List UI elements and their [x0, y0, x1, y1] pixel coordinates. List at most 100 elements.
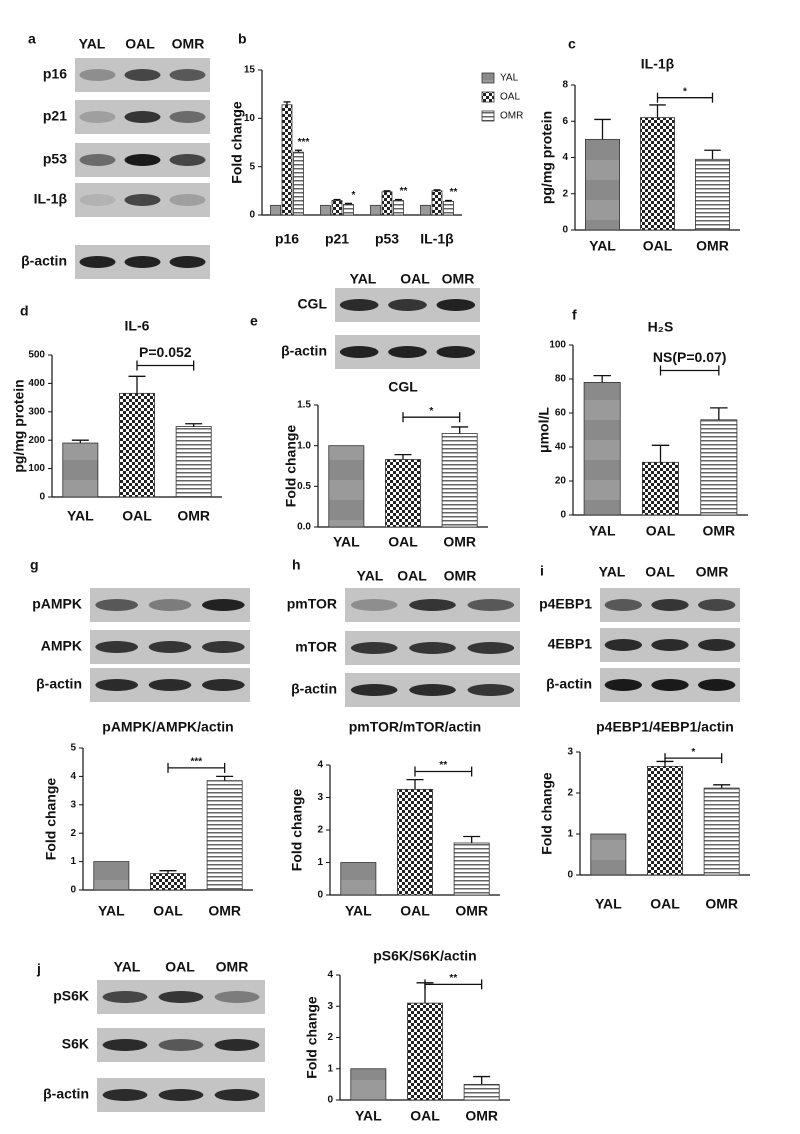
row-label: pmTOR: [287, 596, 337, 612]
blot-band: [202, 679, 245, 691]
blot-band: [169, 69, 206, 81]
y-tick-label: 15: [244, 65, 256, 76]
chart-title: pmTOR/mTOR/actin: [349, 719, 482, 735]
y-tick-label: 1: [567, 829, 573, 840]
bar: [370, 204, 381, 216]
y-tick-label: 0.5: [297, 481, 311, 492]
column-label: YAL: [114, 959, 141, 975]
x-tick-label: OMR: [455, 903, 488, 919]
bar: [175, 426, 212, 498]
chart-title: IL-6: [125, 318, 150, 334]
blot-band: [467, 642, 515, 654]
chart-title: H₂S: [648, 319, 674, 335]
chart-title: pS6K/S6K/actin: [373, 948, 476, 964]
legend-label: OMR: [500, 111, 523, 122]
y-axis-label: Fold change: [289, 789, 305, 872]
x-tick-label: OAL: [388, 534, 418, 550]
y-tick-label: 200: [28, 435, 45, 446]
blot-band: [214, 1039, 260, 1051]
bar: [93, 861, 130, 891]
legend-swatch: [481, 91, 495, 103]
bar: [350, 1068, 387, 1101]
blot-band: [102, 1039, 148, 1051]
chart-title: pAMPK/AMPK/actin: [102, 719, 233, 735]
blot-band: [169, 154, 206, 166]
row-label: S6K: [62, 1036, 89, 1052]
blot-band: [102, 1089, 148, 1101]
blot-band: [79, 69, 116, 81]
blot-band: [169, 111, 206, 123]
y-tick-label: 60: [555, 408, 567, 419]
blot-band: [409, 599, 456, 611]
y-axis-label: Fold change: [539, 772, 555, 855]
panel-letter: g: [30, 557, 39, 573]
bar: [431, 190, 443, 216]
blot-band: [698, 599, 736, 611]
y-tick-label: 0: [567, 870, 573, 881]
blot-band: [350, 684, 398, 696]
blot-band: [124, 111, 161, 123]
blot-band: [388, 346, 427, 358]
x-tick-label: OAL: [410, 1108, 440, 1124]
blot-band: [214, 991, 260, 1003]
blot-band: [158, 1089, 204, 1101]
row-label: pS6K: [53, 988, 89, 1004]
blot-band: [202, 641, 245, 653]
column-label: OAL: [645, 564, 675, 580]
bar: [640, 117, 675, 231]
bar: [695, 158, 730, 231]
x-tick-label: OMR: [702, 523, 735, 539]
significance-label: ***: [190, 757, 202, 768]
y-tick-label: 3: [70, 799, 76, 810]
x-tick-label: p53: [375, 231, 399, 247]
significance-label: NS(P=0.07): [653, 349, 727, 365]
y-tick-label: 0: [70, 885, 76, 896]
row-label: IL-1β: [34, 191, 68, 207]
x-tick-label: OMR: [443, 534, 476, 550]
significance-label: *: [429, 406, 433, 417]
blot-band: [388, 299, 427, 311]
column-label: OAL: [125, 36, 155, 52]
bar: [343, 203, 354, 216]
y-tick-label: 4: [70, 771, 76, 782]
column-label: YAL: [350, 271, 377, 287]
y-tick-label: 0: [249, 210, 255, 221]
legend-swatch: [481, 110, 495, 122]
bar: [443, 201, 454, 216]
chart-title: CGL: [388, 379, 418, 395]
bar: [331, 200, 343, 216]
blot-band: [124, 154, 161, 166]
x-tick-label: YAL: [333, 534, 360, 550]
blot-band: [102, 991, 148, 1003]
bar: [150, 873, 186, 891]
bar: [62, 442, 99, 498]
row-label: p4EBP1: [539, 596, 592, 612]
significance-label: *: [691, 747, 695, 758]
blot-band: [604, 679, 642, 691]
blot-band: [124, 194, 161, 206]
bar: [583, 381, 621, 516]
y-axis-label: pg/mg protein: [539, 111, 555, 204]
x-tick-label: OAL: [122, 508, 152, 524]
y-tick-label: 2: [317, 825, 323, 836]
bar: [585, 138, 620, 231]
y-tick-label: 1: [70, 856, 76, 867]
significance-label: **: [400, 186, 408, 197]
y-tick-label: 4: [327, 970, 333, 981]
row-label: β-actin: [43, 1086, 89, 1102]
bar: [700, 419, 738, 516]
blot-band: [148, 599, 192, 611]
row-label: p21: [43, 108, 67, 124]
blot-band: [350, 599, 398, 611]
y-tick-label: 3: [317, 792, 323, 803]
x-tick-label: YAL: [355, 1108, 382, 1124]
blot-band: [148, 679, 192, 691]
blot-band: [158, 991, 204, 1003]
y-axis-label: pg/mg protein: [11, 379, 27, 472]
significance-label: P=0.052: [139, 344, 192, 360]
bar: [441, 433, 478, 528]
legend-label: OAL: [500, 92, 520, 103]
y-tick-label: 100: [549, 340, 566, 351]
bar: [381, 191, 393, 216]
row-label: β-actin: [546, 676, 592, 692]
